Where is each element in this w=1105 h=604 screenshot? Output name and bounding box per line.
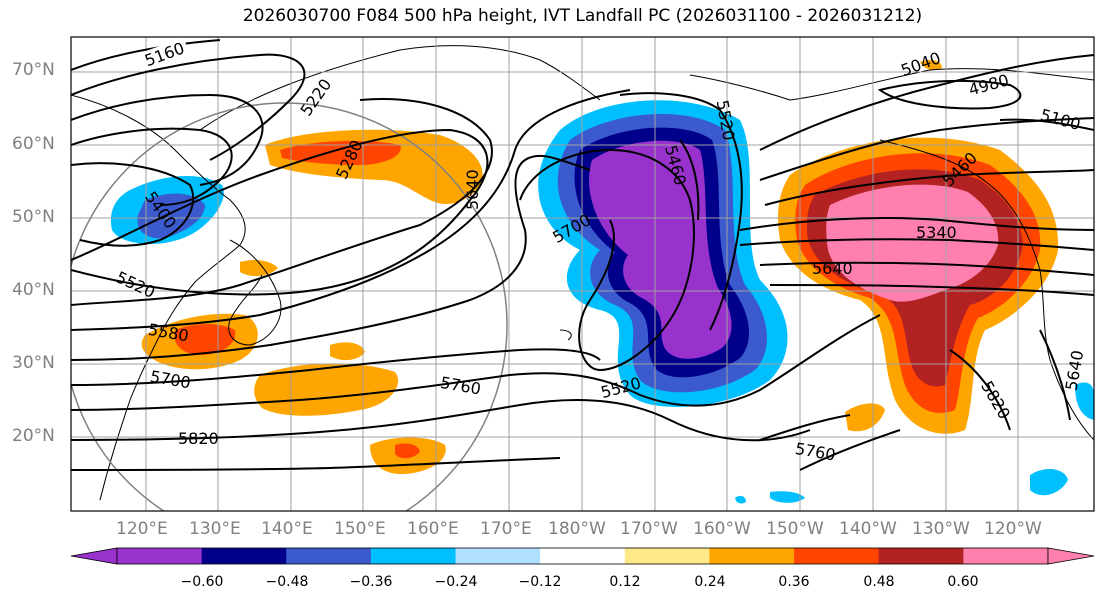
lat-label: 70°N: [12, 60, 55, 80]
lon-label: 180°W: [548, 519, 606, 539]
colorbar-segment: [201, 548, 287, 564]
map-title: 2026030700 F084 500 hPa height, IVT Land…: [242, 6, 923, 26]
colorbar-segment: [370, 548, 457, 564]
lat-label: 60°N: [12, 134, 55, 154]
colorbar-segment: [455, 548, 541, 564]
colorbar-tick-label: −0.48: [265, 574, 309, 590]
lon-label: 170°E: [480, 519, 532, 539]
colorbar-max-extend: [1047, 547, 1095, 565]
lon-label: 140°W: [839, 519, 897, 539]
lon-label: 130°W: [912, 519, 970, 539]
colorbar-segment: [963, 548, 1049, 564]
colorbar-segment: [794, 548, 880, 564]
lat-label: 50°N: [12, 207, 55, 227]
lon-label: 120°W: [984, 519, 1042, 539]
colorbar-segment: [878, 548, 964, 564]
colorbar-tick-label: −0.12: [518, 574, 562, 590]
lat-label: 40°N: [12, 280, 55, 300]
lon-label: 160°E: [407, 519, 459, 539]
colorbar-tick-label: −0.60: [180, 574, 224, 590]
colorbar-segment: [286, 548, 372, 564]
lon-label: 140°E: [261, 519, 313, 539]
colorbar-tick-label: 0.24: [694, 574, 726, 590]
colorbar-tick-label: −0.24: [434, 574, 478, 590]
lon-label: 160°W: [693, 519, 751, 539]
lon-label: 170°W: [620, 519, 678, 539]
colorbar-segment: [117, 548, 203, 564]
contour-label: 5820: [178, 429, 219, 448]
colorbar-segment: [624, 548, 710, 564]
lon-label: 150°E: [334, 519, 386, 539]
colorbar-tick-label: 0.48: [863, 574, 895, 590]
colorbar: [70, 547, 1095, 565]
contour-label: 5640: [463, 169, 482, 210]
lat-label: 20°N: [12, 426, 55, 446]
colorbar-segment: [709, 548, 795, 564]
lon-label: 130°E: [189, 519, 241, 539]
contour-label: 5340: [916, 223, 957, 242]
height-contours: [71, 39, 1094, 471]
colorbar-tick-label: 0.12: [609, 574, 641, 590]
lat-label: 30°N: [12, 353, 55, 373]
lon-label: 150°W: [766, 519, 824, 539]
contour-label: 5640: [812, 259, 853, 278]
colorbar-segment: [540, 548, 626, 564]
colorbar-tick-label: 0.60: [947, 574, 979, 590]
colorbar-tick-label: 0.36: [778, 574, 810, 590]
colorbar-tick-label: −0.36: [349, 574, 393, 590]
range-circle: [71, 102, 508, 511]
lon-label: 120°E: [116, 519, 168, 539]
colorbar-min-extend: [70, 547, 118, 565]
